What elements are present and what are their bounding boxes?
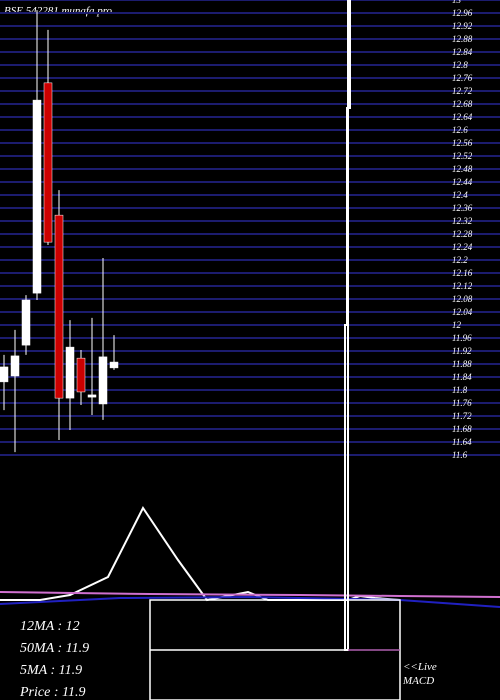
y-tick-label: 11.76 <box>452 398 472 408</box>
y-tick-label: 12.04 <box>452 307 473 317</box>
macd-line <box>0 506 401 602</box>
y-tick-label: 12.32 <box>452 216 473 226</box>
y-tick-label: 11.96 <box>452 333 472 343</box>
y-tick-label: 12.96 <box>452 8 473 18</box>
y-tick-label: 12.8 <box>452 60 468 70</box>
y-tick-label: 11.88 <box>452 359 472 369</box>
y-tick-label: 11.72 <box>452 411 472 421</box>
y-tick-label: 12.68 <box>452 99 473 109</box>
candle-body <box>109 361 119 369</box>
y-tick-label: 12.36 <box>452 203 473 213</box>
live-label: MACD <box>402 675 434 687</box>
y-tick-label: 12 <box>452 320 462 330</box>
y-tick-label: 12.6 <box>452 125 468 135</box>
y-tick-label: 12.2 <box>452 255 468 265</box>
chart-title: BSE 542281 munafa.pro <box>4 5 113 17</box>
indicator-text: 50MA : 11.9 <box>20 641 89 656</box>
y-tick-label: 12.88 <box>452 34 473 44</box>
indicator-text: 5MA : 11.9 <box>20 663 82 678</box>
indicator-text: 12MA : 12 <box>20 619 80 634</box>
y-tick-label: 12.64 <box>452 112 473 122</box>
y-tick-label: 11.92 <box>452 346 472 356</box>
y-tick-label: 13 <box>452 0 462 5</box>
y-tick-label: 11.6 <box>452 450 468 460</box>
y-tick-label: 12.84 <box>452 47 473 57</box>
y-tick-label: 12.12 <box>452 281 473 291</box>
candle-body <box>54 214 64 399</box>
indicator-text: Price : 11.9 <box>19 685 85 700</box>
candle-body <box>43 82 53 243</box>
y-tick-label: 11.84 <box>452 372 472 382</box>
candle-body <box>76 357 86 393</box>
y-tick-label: 12.72 <box>452 86 473 96</box>
y-tick-label: 11.68 <box>452 424 472 434</box>
y-tick-label: 12.92 <box>452 21 473 31</box>
y-tick-label: 12.4 <box>452 190 468 200</box>
y-tick-label: 12.28 <box>452 229 473 239</box>
y-tick-label: 11.8 <box>452 385 468 395</box>
signal-line <box>0 591 500 598</box>
live-label: <<Live <box>403 661 437 673</box>
candle-body <box>65 346 75 399</box>
candle-body <box>21 299 31 346</box>
y-tick-label: 12.52 <box>452 151 473 161</box>
y-tick-label: 12.48 <box>452 164 473 174</box>
y-tick-label: 12.24 <box>452 242 473 252</box>
candle-body <box>98 356 108 405</box>
candle-body <box>32 99 42 294</box>
y-tick-label: 12.08 <box>452 294 473 304</box>
y-tick-label: 12.76 <box>452 73 473 83</box>
candle-body <box>0 366 9 383</box>
y-tick-label: 12.44 <box>452 177 473 187</box>
candle-body <box>87 394 97 398</box>
candle-body <box>10 355 20 377</box>
y-tick-label: 11.64 <box>452 437 472 447</box>
y-tick-label: 12.56 <box>452 138 473 148</box>
y-tick-label: 12.16 <box>452 268 473 278</box>
histogram-line <box>0 595 500 608</box>
